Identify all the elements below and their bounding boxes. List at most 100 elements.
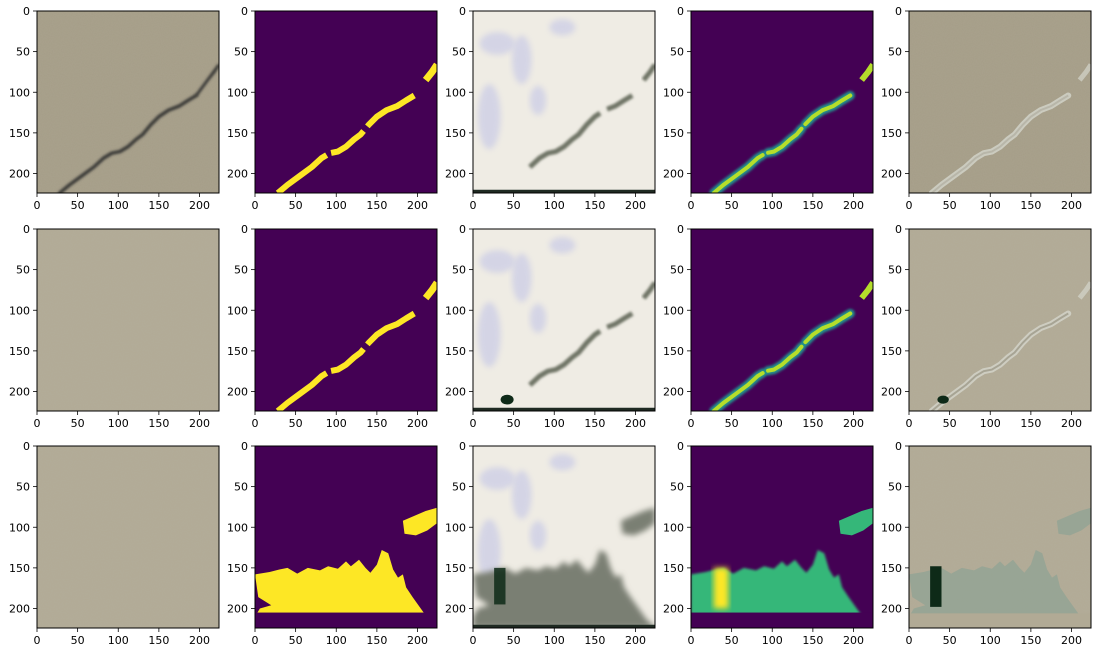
x-tick-label: 50 — [943, 199, 957, 212]
y-tick-label: 0 — [677, 223, 684, 236]
y-tick-label: 100 — [663, 86, 684, 99]
x-tick-label: 200 — [843, 199, 864, 212]
x-tick-label: 150 — [584, 634, 605, 647]
axes-frame — [36, 10, 220, 194]
x-tick-label: 150 — [802, 634, 823, 647]
mask-background — [255, 11, 437, 193]
y-tick-label: 50 — [16, 481, 30, 494]
x-tick-label: 50 — [289, 634, 303, 647]
x-tick-label: 50 — [507, 199, 521, 212]
y-tick-label: 100 — [227, 304, 248, 317]
y-tick-label: 200 — [227, 386, 248, 399]
y-tick-label: 150 — [881, 562, 902, 575]
y-tick-label: 200 — [227, 168, 248, 181]
y-tick-label: 100 — [445, 521, 466, 534]
x-tick-label: 150 — [584, 199, 605, 212]
mask-background — [255, 229, 437, 411]
axes-frame — [254, 10, 438, 194]
heat-image — [691, 446, 873, 628]
y-tick-label: 150 — [663, 127, 684, 140]
x-tick-label: 0 — [34, 199, 41, 212]
y-tick-label: 200 — [881, 168, 902, 181]
x-tick-label: 200 — [407, 634, 428, 647]
x-tick-label: 100 — [544, 634, 565, 647]
y-tick-label: 0 — [895, 440, 902, 453]
x-tick-label: 100 — [544, 417, 565, 430]
panel-r2-c5: 0 50 100 150 200 0 50 100 150 200 — [881, 223, 1092, 430]
x-tick-label: 200 — [625, 199, 646, 212]
axes-frame — [690, 445, 874, 629]
axes-frame — [690, 10, 874, 194]
photo-image — [37, 11, 219, 193]
x-tick-label: 50 — [943, 417, 957, 430]
axes-frame — [472, 228, 656, 412]
x-tick-label: 200 — [843, 634, 864, 647]
x-tick-label: 150 — [148, 199, 169, 212]
axes-frame — [690, 228, 874, 412]
x-tick-label: 50 — [507, 634, 521, 647]
y-tick-label: 150 — [227, 345, 248, 358]
y-tick-label: 100 — [881, 304, 902, 317]
recon-image — [473, 229, 655, 411]
x-tick-label: 200 — [407, 199, 428, 212]
y-tick-label: 100 — [9, 86, 30, 99]
x-tick-label: 50 — [289, 199, 303, 212]
mask-patch — [255, 550, 437, 628]
y-tick-label: 50 — [234, 46, 248, 59]
crack-line — [58, 93, 198, 193]
x-tick-label: 0 — [470, 417, 477, 430]
x-tick-label: 100 — [108, 634, 129, 647]
axes-frame — [908, 10, 1092, 194]
y-tick-label: 50 — [452, 46, 466, 59]
axes-frame — [36, 228, 220, 412]
panel-r2-c4: 0 50 100 150 200 0 50 100 150 200 — [663, 223, 874, 430]
y-tick-label: 50 — [16, 46, 30, 59]
x-tick-label: 150 — [802, 199, 823, 212]
x-tick-label: 0 — [906, 199, 913, 212]
y-tick-label: 100 — [663, 304, 684, 317]
x-tick-label: 150 — [1020, 634, 1041, 647]
y-tick-label: 0 — [241, 5, 248, 18]
y-tick-label: 200 — [9, 603, 30, 616]
y-tick-label: 50 — [452, 264, 466, 277]
x-tick-label: 200 — [189, 199, 210, 212]
y-tick-label: 150 — [445, 562, 466, 575]
x-tick-label: 200 — [843, 417, 864, 430]
overlay-image — [909, 229, 1091, 411]
overlay-image — [909, 446, 1091, 628]
x-tick-label: 150 — [366, 634, 387, 647]
y-tick-label: 0 — [241, 223, 248, 236]
y-tick-label: 100 — [227, 86, 248, 99]
x-tick-label: 200 — [189, 634, 210, 647]
x-tick-label: 150 — [802, 417, 823, 430]
heat-image — [691, 11, 873, 193]
x-tick-label: 100 — [108, 417, 129, 430]
y-tick-label: 150 — [227, 127, 248, 140]
x-tick-label: 100 — [980, 199, 1001, 212]
x-tick-label: 0 — [252, 634, 259, 647]
mask-crack — [275, 92, 416, 193]
y-tick-label: 100 — [9, 304, 30, 317]
x-tick-label: 50 — [289, 417, 303, 430]
y-tick-label: 100 — [663, 521, 684, 534]
x-tick-label: 0 — [688, 199, 695, 212]
x-tick-label: 100 — [762, 417, 783, 430]
x-tick-label: 200 — [1061, 199, 1082, 212]
axes-frame — [908, 228, 1092, 412]
x-tick-label: 100 — [544, 199, 565, 212]
panel-r1-c3: 0 50 100 150 200 0 50 100 150 200 — [445, 5, 656, 212]
x-tick-label: 50 — [943, 634, 957, 647]
y-tick-label: 200 — [445, 603, 466, 616]
y-tick-label: 150 — [881, 345, 902, 358]
x-tick-label: 100 — [326, 199, 347, 212]
x-tick-label: 0 — [688, 417, 695, 430]
x-tick-label: 50 — [71, 634, 85, 647]
mask-image — [255, 446, 437, 628]
y-tick-label: 50 — [670, 481, 684, 494]
y-tick-label: 50 — [234, 264, 248, 277]
x-tick-label: 150 — [148, 634, 169, 647]
axes-frame — [254, 445, 438, 629]
y-tick-label: 0 — [459, 440, 466, 453]
axes-frame — [472, 10, 656, 194]
